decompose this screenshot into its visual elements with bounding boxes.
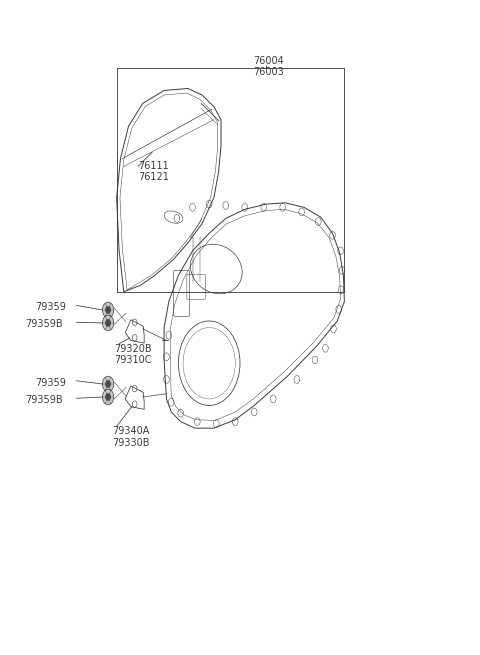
Text: 79340A
79330B: 79340A 79330B xyxy=(112,426,149,448)
Text: 76111
76121: 76111 76121 xyxy=(138,161,169,183)
Circle shape xyxy=(102,376,114,392)
Circle shape xyxy=(102,315,114,331)
Text: 79320B
79310C: 79320B 79310C xyxy=(114,344,152,365)
Text: 79359B: 79359B xyxy=(25,318,63,329)
Circle shape xyxy=(106,394,111,400)
Text: 79359: 79359 xyxy=(35,302,66,312)
Circle shape xyxy=(102,389,114,405)
Text: 76004
76003: 76004 76003 xyxy=(253,56,284,77)
Circle shape xyxy=(102,302,114,318)
Circle shape xyxy=(106,381,111,388)
Text: 79359B: 79359B xyxy=(25,394,63,405)
Circle shape xyxy=(106,307,111,314)
Text: 79359: 79359 xyxy=(35,378,66,388)
Circle shape xyxy=(106,320,111,326)
